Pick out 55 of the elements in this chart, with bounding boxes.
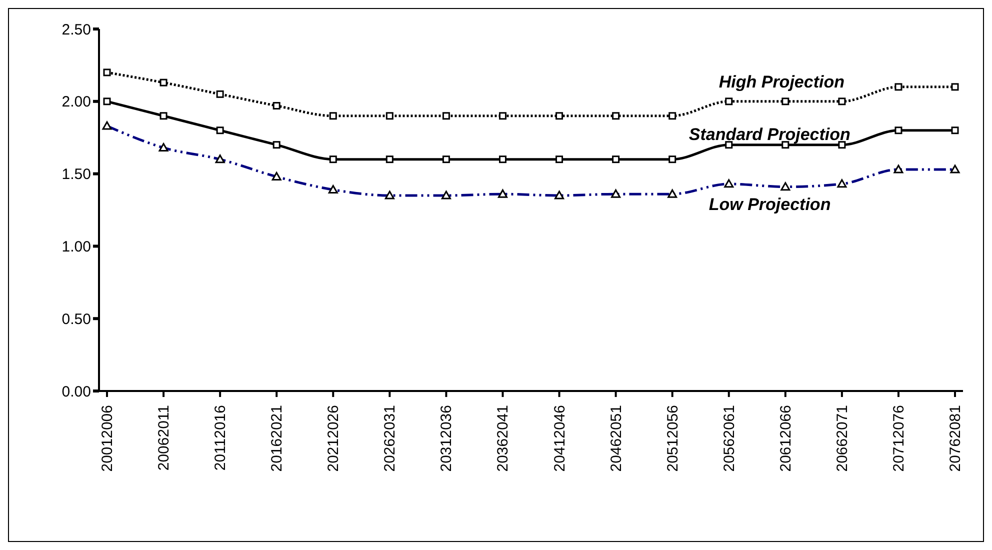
x-tick-label: 20462051 bbox=[608, 405, 625, 472]
x-tick-label: 20762081 bbox=[947, 405, 964, 472]
y-tick-label: 2.00 bbox=[62, 94, 91, 111]
x-tick-label: 20662071 bbox=[834, 405, 851, 472]
y-tick-label: 1.00 bbox=[62, 238, 91, 256]
point bbox=[894, 126, 902, 134]
series-label: Low Projection bbox=[708, 194, 831, 214]
series-label: High Projection bbox=[718, 72, 844, 92]
y-tick-label: 2.50 bbox=[62, 21, 91, 38]
point bbox=[386, 156, 394, 164]
point bbox=[442, 156, 450, 164]
point bbox=[442, 112, 450, 120]
point bbox=[386, 112, 394, 120]
x-tick-label: 20062011 bbox=[156, 405, 173, 471]
point bbox=[160, 112, 168, 120]
point bbox=[951, 126, 959, 134]
point bbox=[612, 156, 620, 164]
x-tick-label: 20112016 bbox=[212, 405, 230, 471]
point bbox=[498, 112, 506, 120]
x-tick-label: 20212026 bbox=[325, 405, 342, 472]
point bbox=[838, 98, 846, 106]
y-tick-label: 0.50 bbox=[62, 310, 91, 328]
point bbox=[216, 90, 224, 98]
point bbox=[329, 112, 337, 120]
point bbox=[612, 112, 620, 120]
point bbox=[725, 98, 733, 106]
point bbox=[668, 156, 676, 164]
point bbox=[103, 98, 111, 106]
point bbox=[556, 112, 564, 120]
x-tick-label: 20612066 bbox=[777, 405, 794, 472]
point bbox=[272, 141, 280, 149]
point bbox=[782, 98, 790, 106]
x-tick-label: 20562061 bbox=[720, 405, 738, 472]
x-tick-label: 20262031 bbox=[382, 405, 399, 472]
y-tick-label: 1.50 bbox=[62, 166, 91, 184]
point bbox=[668, 112, 676, 120]
x-tick-label: 20512056 bbox=[664, 405, 682, 472]
point bbox=[498, 156, 506, 164]
point bbox=[951, 83, 959, 91]
x-tick-label: 20012006 bbox=[99, 405, 116, 472]
point bbox=[329, 156, 337, 164]
point bbox=[725, 141, 733, 149]
x-tick-label: 20162021 bbox=[268, 405, 286, 472]
x-tick-label: 20312036 bbox=[438, 405, 456, 472]
x-tick-label: 20712076 bbox=[890, 405, 908, 472]
point bbox=[556, 156, 564, 164]
point bbox=[272, 102, 280, 110]
point bbox=[160, 78, 168, 86]
point bbox=[216, 126, 224, 134]
series-label: Standard Projection bbox=[688, 124, 850, 144]
x-tick-label: 20362041 bbox=[494, 405, 512, 472]
y-tick-label: 0.00 bbox=[62, 383, 91, 400]
point bbox=[103, 68, 111, 76]
point bbox=[894, 83, 902, 91]
x-tick-label: 20412046 bbox=[551, 405, 568, 472]
